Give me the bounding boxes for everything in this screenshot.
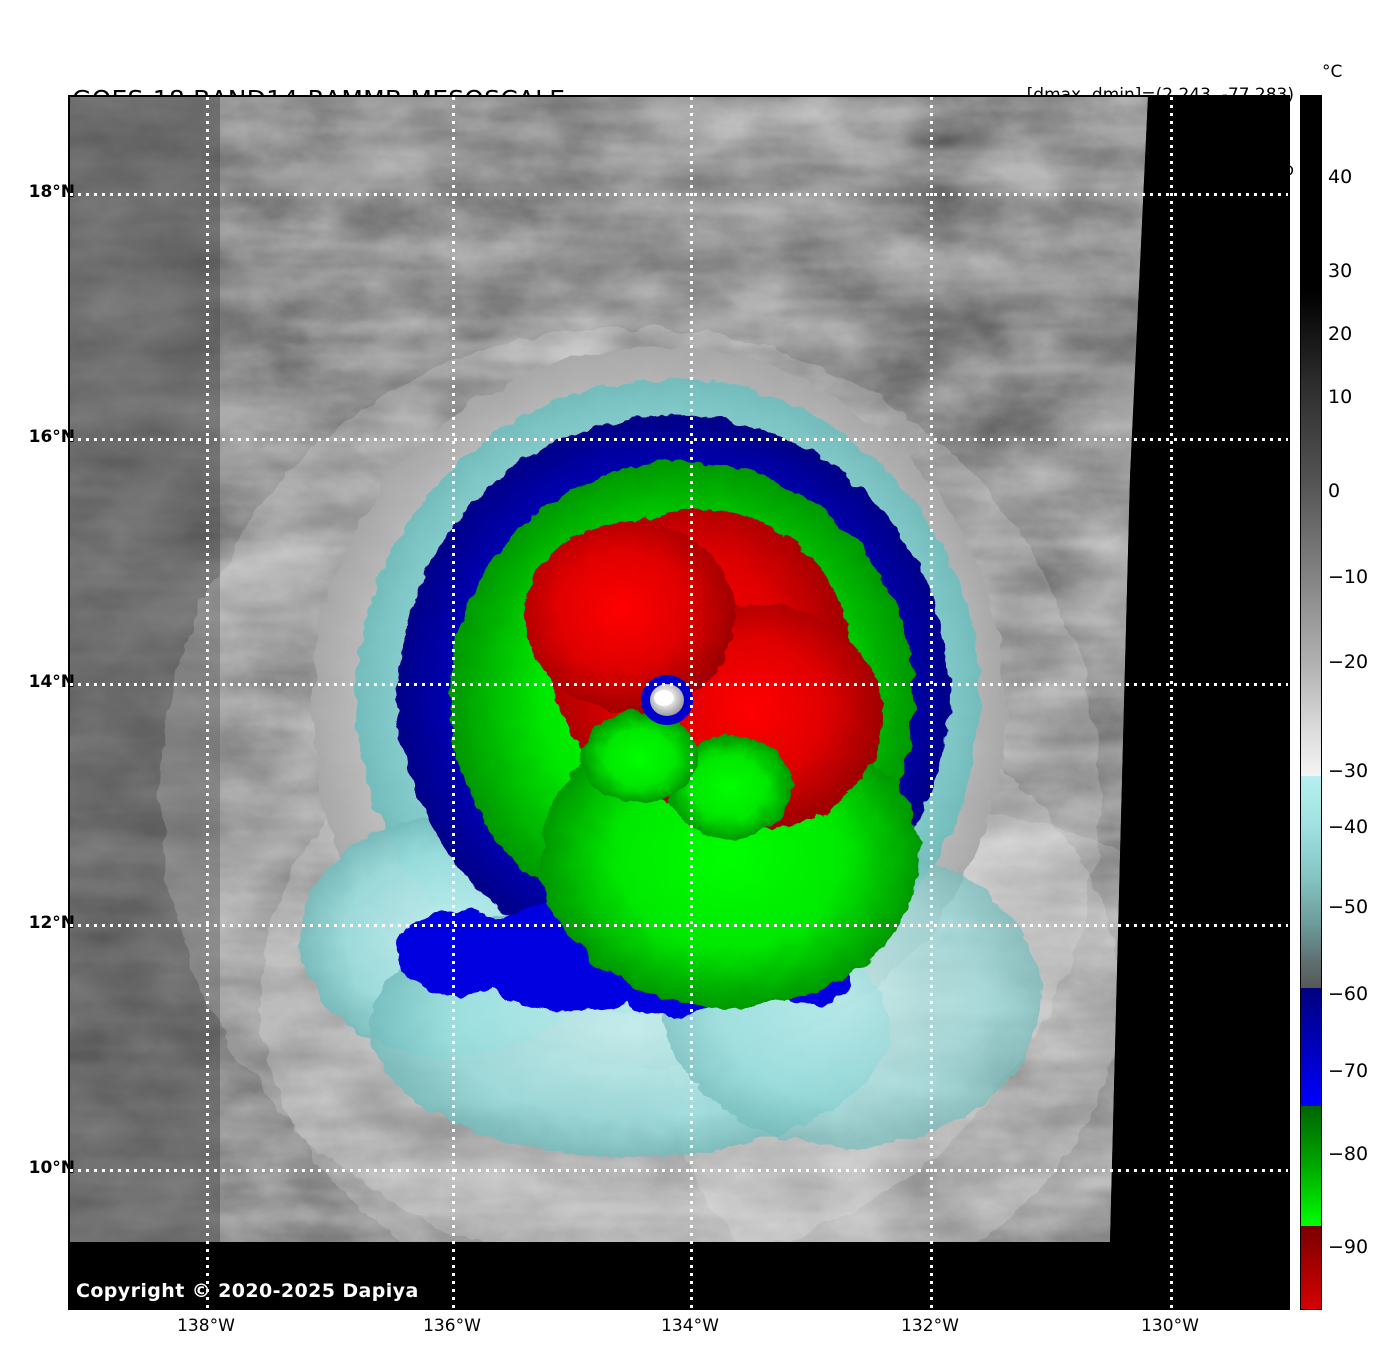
colorbar-unit-label: °C <box>1322 62 1343 82</box>
colorbar-tick-minus40: −40 <box>1328 816 1369 838</box>
gridline-longitude-136 <box>452 97 455 1308</box>
gridline-longitude-134 <box>690 97 693 1308</box>
colorbar-band-cyan <box>1301 776 1321 988</box>
colorbar-tick-minus60: −60 <box>1328 983 1369 1005</box>
colorbar-tick-minus80: −80 <box>1328 1143 1369 1165</box>
colorbar-tick-minus10: −10 <box>1328 566 1369 588</box>
gridline-latitude-18 <box>70 193 1288 196</box>
gridline-longitude-138 <box>206 97 209 1308</box>
x-tick-134w: 134°W <box>661 1316 719 1336</box>
colorbar-band-black-warm <box>1301 96 1321 291</box>
gridline-longitude-132 <box>930 97 933 1308</box>
colorbar-tick-minus90: −90 <box>1328 1236 1369 1258</box>
colorbar-tick-40: 40 <box>1328 166 1353 188</box>
x-tick-132w: 132°W <box>901 1316 959 1336</box>
colorbar-band-blue <box>1301 988 1321 1106</box>
gridline-latitude-14 <box>70 683 1288 686</box>
gridline-latitude-16 <box>70 438 1288 441</box>
colorbar-tick-minus20: −20 <box>1328 651 1369 673</box>
satellite-raster <box>70 97 1288 1308</box>
x-tick-136w: 136°W <box>423 1316 481 1336</box>
x-tick-130w: 130°W <box>1141 1316 1199 1336</box>
colorbar-tick-minus30: −30 <box>1328 760 1369 782</box>
gridline-longitude-130 <box>1170 97 1173 1308</box>
y-tick-12n: 12°N <box>28 913 75 933</box>
colorbar-tick-minus70: −70 <box>1328 1060 1369 1082</box>
satellite-image-plot <box>68 95 1290 1310</box>
y-tick-14n: 14°N <box>28 672 75 692</box>
colorbar-tick-10: 10 <box>1328 386 1353 408</box>
colorbar-tick-30: 30 <box>1328 260 1353 282</box>
colorbar-band-red <box>1301 1226 1321 1309</box>
colorbar-tick-20: 20 <box>1328 323 1353 345</box>
gridline-latitude-12 <box>70 924 1288 927</box>
temperature-colorbar <box>1300 95 1322 1310</box>
x-tick-138w: 138°W <box>177 1316 235 1336</box>
colorbar-tick-0: 0 <box>1328 480 1341 502</box>
y-tick-18n: 18°N <box>28 182 75 202</box>
gridline-latitude-10 <box>70 1169 1288 1172</box>
satellite-imagery-svg <box>70 97 1288 1308</box>
y-tick-16n: 16°N <box>28 427 75 447</box>
y-tick-10n: 10°N <box>28 1158 75 1178</box>
colorbar-band-gray-ramp <box>1301 291 1321 776</box>
copyright-notice: Copyright © 2020-2025 Dapiya <box>76 1280 419 1302</box>
colorbar-band-green <box>1301 1106 1321 1226</box>
colorbar-tick-minus50: −50 <box>1328 896 1369 918</box>
